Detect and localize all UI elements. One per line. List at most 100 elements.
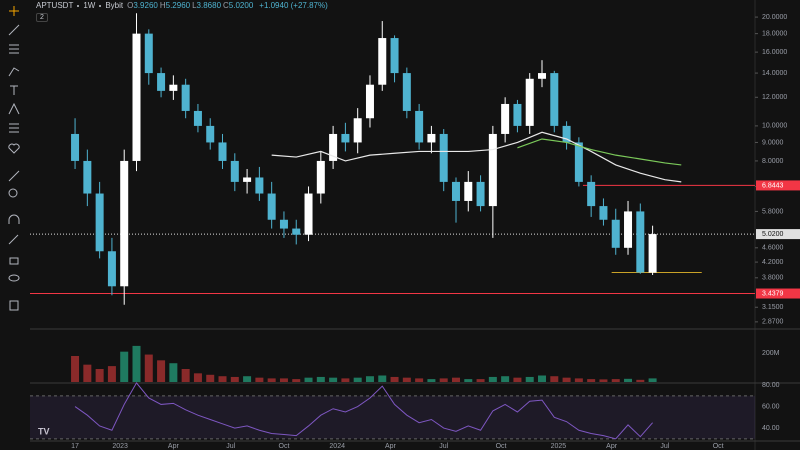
ruler-icon[interactable] bbox=[8, 170, 20, 182]
x-tick-label: 2024 bbox=[329, 443, 345, 450]
volume-bar bbox=[427, 379, 436, 382]
volume-bar bbox=[157, 360, 166, 382]
candle-body bbox=[538, 73, 547, 79]
visibility-icon[interactable] bbox=[8, 274, 20, 282]
price-tag bbox=[756, 288, 800, 299]
candle-body bbox=[230, 160, 239, 182]
candle-body bbox=[107, 251, 116, 287]
y-tick-label: 5.8000 bbox=[762, 208, 784, 215]
volume-bar bbox=[538, 375, 547, 382]
candle-body bbox=[292, 228, 301, 235]
volume-bar bbox=[611, 379, 620, 382]
candle-body bbox=[218, 142, 227, 161]
candle-body bbox=[525, 78, 534, 126]
ohlc-key: O bbox=[127, 1, 134, 10]
volume-bar bbox=[415, 378, 424, 382]
candle-body bbox=[329, 133, 338, 161]
candle-body bbox=[157, 73, 166, 91]
candle-body bbox=[304, 193, 313, 235]
zoom-icon[interactable] bbox=[8, 188, 18, 198]
price-tag bbox=[756, 180, 800, 191]
volume-bar bbox=[144, 354, 153, 382]
candle-body bbox=[181, 84, 190, 111]
separator bbox=[77, 4, 80, 7]
candle-body bbox=[402, 73, 411, 111]
volume-bar bbox=[587, 379, 596, 382]
candle-body bbox=[341, 133, 350, 143]
y-tick-label: 10.0000 bbox=[762, 123, 787, 130]
candle-body bbox=[255, 177, 264, 194]
volume-bar bbox=[488, 376, 497, 382]
candle-body bbox=[624, 211, 633, 248]
volume-bar bbox=[292, 379, 301, 382]
candle-body bbox=[636, 211, 645, 273]
volume-bar bbox=[353, 377, 362, 382]
volume-bar bbox=[206, 374, 215, 382]
candle-body bbox=[415, 110, 424, 143]
ohlc-value: 5.2960 bbox=[165, 1, 191, 10]
volume-bar bbox=[464, 379, 473, 382]
y-tick-label: 80.00 bbox=[762, 382, 780, 389]
volume-bar bbox=[390, 376, 399, 382]
volume-bar bbox=[243, 376, 252, 382]
x-tick-label: Jul bbox=[226, 443, 235, 450]
volume-bar bbox=[193, 373, 202, 382]
candle-body bbox=[206, 125, 215, 143]
projection-icon[interactable] bbox=[8, 102, 20, 115]
pattern-icon[interactable] bbox=[8, 67, 20, 77]
volume-bar bbox=[329, 377, 338, 382]
text-icon[interactable] bbox=[10, 85, 18, 95]
y-tick-label: 60.00 bbox=[762, 403, 780, 410]
candle-body bbox=[476, 181, 485, 207]
candle-body bbox=[501, 103, 510, 134]
fib-icon[interactable] bbox=[9, 44, 19, 54]
volume-bar bbox=[402, 377, 411, 382]
moving-average bbox=[271, 131, 682, 183]
candle-body bbox=[353, 118, 362, 143]
volume-bar bbox=[169, 363, 178, 382]
volume-bar bbox=[599, 379, 608, 382]
volume-bar bbox=[267, 378, 276, 382]
ohlc-value: 3.8680 bbox=[196, 1, 222, 10]
x-tick-label: Apr bbox=[606, 443, 618, 450]
x-tick-label: Oct bbox=[713, 443, 724, 450]
volume-bar bbox=[648, 378, 657, 382]
volume-bar bbox=[95, 369, 104, 382]
trash-icon[interactable] bbox=[9, 300, 19, 311]
candle-body bbox=[95, 193, 104, 252]
tv-logo: TV bbox=[38, 426, 50, 436]
candle-body bbox=[120, 160, 129, 287]
candle-body bbox=[365, 84, 374, 119]
price-tag-label: 3.4379 bbox=[762, 290, 784, 297]
favorites-icon[interactable] bbox=[8, 143, 20, 154]
candle-body bbox=[71, 133, 80, 161]
ohlc-key: C bbox=[223, 1, 229, 10]
crosshair-icon[interactable] bbox=[9, 6, 19, 16]
toolbar-icons bbox=[8, 6, 20, 311]
candle-body bbox=[451, 181, 460, 201]
candle-body bbox=[193, 110, 202, 126]
indicator-count[interactable]: 2 bbox=[36, 13, 48, 22]
measure-icon[interactable] bbox=[9, 123, 19, 133]
volume-bar bbox=[636, 379, 645, 382]
volume-bar bbox=[513, 377, 522, 382]
draw-lock-icon[interactable] bbox=[8, 234, 19, 245]
magnet-icon[interactable] bbox=[8, 214, 20, 224]
candle-body bbox=[574, 142, 583, 182]
candle-body bbox=[587, 181, 596, 207]
y-tick-label: 2.8700 bbox=[762, 319, 784, 326]
x-tick-label: 2023 bbox=[112, 443, 128, 450]
y-tick-label: 4.6000 bbox=[762, 245, 784, 252]
rsi-line bbox=[74, 382, 653, 440]
y-tick-label: 12.0000 bbox=[762, 94, 787, 101]
volume-bar bbox=[476, 379, 485, 382]
trendline-icon[interactable] bbox=[8, 24, 20, 36]
volume-bar bbox=[304, 377, 313, 382]
candle-body bbox=[611, 219, 620, 248]
volume-bar bbox=[71, 356, 80, 382]
separator bbox=[99, 4, 102, 7]
ohlc-value: 5.0200 bbox=[228, 1, 254, 10]
lock-icon[interactable] bbox=[9, 257, 19, 265]
